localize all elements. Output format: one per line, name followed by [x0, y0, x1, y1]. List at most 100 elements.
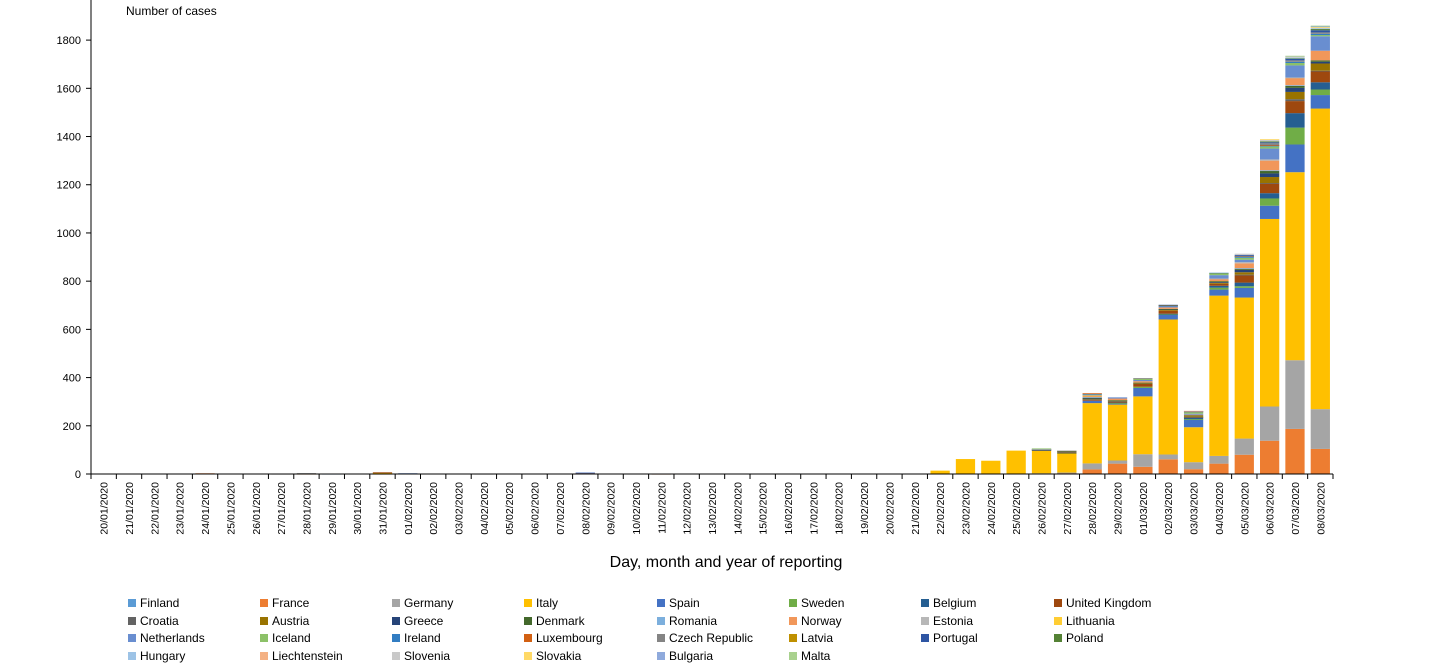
legend-swatch — [921, 599, 929, 607]
bar-segment-ireland-05/03/2020 — [1234, 256, 1254, 258]
bar-segment-italy-22/02/2020 — [930, 470, 950, 474]
y-tick-label: 0 — [75, 469, 81, 481]
y-axis-label: Number of cases — [126, 4, 217, 18]
x-tick-label: 07/02/2020 — [555, 482, 567, 535]
y-tick-label: 1600 — [57, 83, 81, 95]
bar-segment-croatia-07/03/2020 — [1285, 99, 1305, 102]
bar-segment-germany-02/03/2020 — [1158, 454, 1178, 460]
bar-segment-germany-05/03/2020 — [1234, 438, 1254, 455]
bar-segment-france-29/02/2020 — [1107, 463, 1128, 474]
legend-label: Croatia — [140, 613, 179, 628]
bar-segment-united-kingdom-07/03/2020 — [1285, 101, 1305, 114]
bar-segment-germany-29/02/2020 — [1107, 460, 1128, 464]
legend-item-slovenia: Slovenia — [392, 649, 450, 663]
legend-item-germany: Germany — [392, 596, 453, 610]
bar-segment-austria-05/03/2020 — [1234, 272, 1254, 275]
legend-swatch — [1054, 616, 1062, 625]
bar-segment-norway-28/02/2020 — [1082, 395, 1102, 398]
bar-segment-united-kingdom-06/03/2020 — [1260, 183, 1280, 194]
legend-label: Sweden — [801, 596, 845, 610]
legend-swatch — [921, 634, 929, 643]
bar-segment-lithuania-28/02/2020 — [1082, 395, 1102, 397]
bar-segment-croatia-29/02/2020 — [1107, 401, 1128, 403]
bar-segment-iceland-08/03/2020 — [1310, 35, 1330, 37]
bar-segment-spain-06/03/2020 — [1260, 205, 1280, 219]
bar-segment-denmark-04/03/2020 — [1209, 281, 1229, 283]
legend-swatch — [128, 651, 136, 660]
bar-segment-iceland-03/03/2020 — [1183, 412, 1204, 414]
x-tick-label: 20/02/2020 — [884, 482, 896, 535]
legend-swatch — [524, 599, 532, 607]
bar-segment-spain-04/03/2020 — [1209, 289, 1229, 296]
bar-segment-germany-06/03/2020 — [1260, 406, 1280, 441]
bar-segment-czech-republic-05/03/2020 — [1234, 255, 1254, 257]
legend-swatch — [657, 616, 665, 625]
bar-segment-iceland-07/03/2020 — [1285, 63, 1305, 66]
bar-segment-belgium-06/03/2020 — [1260, 193, 1280, 199]
bar-segment-poland-08/03/2020 — [1310, 29, 1330, 31]
x-tick-label: 10/02/2020 — [631, 482, 643, 535]
x-tick-label: 23/01/2020 — [175, 482, 187, 535]
bar-segment-italy-06/03/2020 — [1260, 218, 1280, 407]
bar-segment-portugal-02/03/2020 — [1158, 304, 1178, 306]
bar-segment-italy-08/03/2020 — [1310, 108, 1330, 410]
legend-swatch — [1054, 634, 1062, 643]
bar-segment-czech-republic-01/03/2020 — [1133, 378, 1153, 379]
bar-segment-france-08/03/2020 — [1310, 448, 1330, 474]
bar-segment-united-kingdom-02/03/2020 — [1158, 310, 1178, 314]
bar-segment-denmark-01/03/2020 — [1133, 382, 1153, 384]
bar-segment-sweden-07/03/2020 — [1285, 127, 1305, 145]
bar-segment-united-kingdom-31/01/2020 — [372, 472, 393, 474]
x-tick-label: 07/03/2020 — [1290, 482, 1302, 535]
bar-segment-denmark-05/03/2020 — [1234, 268, 1254, 270]
bar-segment-sweden-05/03/2020 — [1234, 286, 1254, 288]
y-tick-label: 600 — [63, 324, 81, 336]
bar-segment-france-05/03/2020 — [1234, 454, 1254, 474]
x-tick-label: 30/01/2020 — [352, 482, 364, 535]
legend-swatch — [392, 651, 400, 660]
legend-label: Luxembourg — [536, 631, 603, 646]
x-tick-label: 08/02/2020 — [580, 482, 592, 535]
legend-label: France — [272, 596, 310, 610]
legend-item-france: France — [260, 596, 309, 610]
bar-segment-germany-08/03/2020 — [1310, 409, 1330, 449]
bar-segment-netherlands-08/03/2020 — [1310, 36, 1330, 51]
y-tick-label: 1000 — [57, 228, 81, 240]
x-tick-label: 18/02/2020 — [834, 482, 846, 535]
bar-segment-italy-25/02/2020 — [1006, 450, 1026, 474]
legend-item-latvia: Latvia — [789, 631, 833, 645]
bar-segment-spain-01/03/2020 — [1133, 387, 1153, 397]
y-tick-label: 400 — [63, 373, 81, 385]
bar-segment-iceland-01/03/2020 — [1133, 378, 1153, 380]
bar-segment-austria-02/03/2020 — [1158, 309, 1178, 311]
bar-segment-romania-07/03/2020 — [1285, 85, 1305, 86]
x-tick-label: 22/01/2020 — [149, 482, 161, 535]
x-tick-label: 27/02/2020 — [1062, 482, 1074, 535]
bar-segment-greece-08/03/2020 — [1310, 61, 1330, 64]
bar-segment-sweden-04/03/2020 — [1209, 287, 1229, 290]
bar-segment-netherlands-04/03/2020 — [1209, 275, 1229, 279]
x-tick-label: 28/01/2020 — [301, 482, 313, 535]
bar-segment-spain-07/03/2020 — [1285, 144, 1305, 173]
bar-segment-ireland-07/03/2020 — [1285, 61, 1305, 64]
bar-segment-united-kingdom-04/03/2020 — [1209, 283, 1229, 286]
legend-label: Poland — [1066, 631, 1104, 646]
bar-segment-hungary-08/03/2020 — [1310, 28, 1330, 30]
bar-segment-italy-31/01/2020 — [372, 472, 393, 474]
x-tick-label: 14/02/2020 — [732, 482, 744, 535]
bar-segment-norway-07/03/2020 — [1285, 77, 1305, 86]
legend-label: Hungary — [140, 648, 186, 663]
legend-label: Greece — [404, 613, 444, 628]
bar-segment-italy-04/03/2020 — [1209, 295, 1229, 456]
bar-segment-france-02/03/2020 — [1158, 459, 1178, 474]
bar-segment-sweden-01/03/2020 — [1133, 386, 1153, 388]
bar-segment-slovenia-08/03/2020 — [1310, 27, 1330, 29]
legend-swatch — [657, 634, 665, 643]
legend-item-czech-republic: Czech Republic — [657, 631, 753, 645]
x-tick-label: 19/02/2020 — [859, 482, 871, 535]
bar-segment-spain-05/03/2020 — [1234, 287, 1254, 298]
bar-segment-germany-04/03/2020 — [1209, 455, 1229, 464]
bar-segment-czech-republic-03/03/2020 — [1183, 411, 1204, 413]
bar-segment-germany-03/03/2020 — [1183, 462, 1204, 470]
